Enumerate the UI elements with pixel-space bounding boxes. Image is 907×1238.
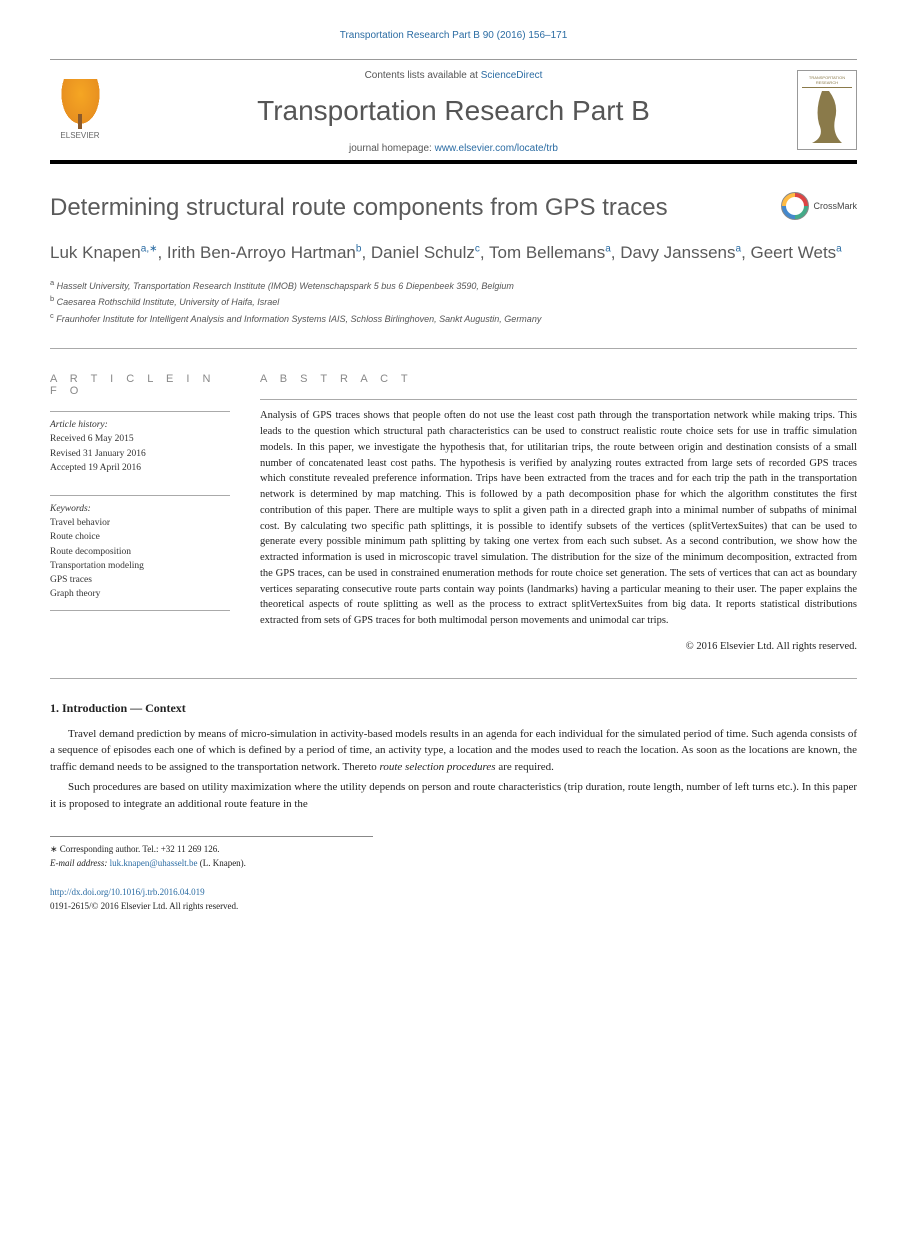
journal-cover-thumbnail: TRANSPORTATION RESEARCH [797, 70, 857, 150]
crossmark-label: CrossMark [813, 201, 857, 211]
article-history-block: Article history: Received 6 May 2015Revi… [50, 411, 230, 475]
journal-title: Transportation Research Part B [120, 95, 787, 127]
keyword-item: Graph theory [50, 587, 230, 601]
keyword-item: Route decomposition [50, 545, 230, 559]
article-info-heading: A R T I C L E I N F O [50, 373, 230, 397]
homepage-link[interactable]: www.elsevier.com/locate/trb [435, 143, 558, 154]
journal-reference: Transportation Research Part B 90 (2016)… [50, 30, 857, 41]
section-1-heading: 1. Introduction — Context [50, 678, 857, 716]
keywords-block: Keywords: Travel behaviorRoute choiceRou… [50, 495, 230, 611]
affiliations-list: a Hasselt University, Transportation Res… [50, 277, 857, 327]
journal-cover-title: TRANSPORTATION RESEARCH [802, 75, 852, 88]
footer-block: http://dx.doi.org/10.1016/j.trb.2016.04.… [50, 886, 857, 913]
keyword-item: Travel behavior [50, 516, 230, 530]
email-author-name: (L. Knapen). [197, 858, 245, 868]
email-line: E-mail address: luk.knapen@uhasselt.be (… [50, 857, 373, 871]
affiliation-item: b Caesarea Rothschild Institute, Univers… [50, 293, 857, 310]
keyword-item: Transportation modeling [50, 559, 230, 573]
elsevier-tree-icon [58, 79, 103, 129]
abstract-heading: A B S T R A C T [260, 373, 857, 385]
homepage-prefix: journal homepage: [349, 143, 435, 154]
crossmark-badge[interactable]: CrossMark [781, 192, 857, 220]
contents-prefix: Contents lists available at [365, 70, 481, 81]
article-info-column: A R T I C L E I N F O Article history: R… [50, 373, 230, 652]
email-label: E-mail address: [50, 858, 110, 868]
keywords-label: Keywords: [50, 504, 230, 514]
keyword-item: Route choice [50, 530, 230, 544]
elsevier-logo: ELSEVIER [50, 70, 110, 140]
affiliation-item: a Hasselt University, Transportation Res… [50, 277, 857, 294]
history-label: Article history: [50, 420, 230, 430]
abstract-text: Analysis of GPS traces shows that people… [260, 399, 857, 629]
footnotes-block: ∗ Corresponding author. Tel.: +32 11 269… [50, 836, 373, 870]
sciencedirect-link[interactable]: ScienceDirect [481, 70, 543, 81]
crossmark-icon [781, 192, 809, 220]
authors-list: Luk Knapena,∗, Irith Ben-Arroyo Hartmanb… [50, 241, 857, 265]
homepage-line: journal homepage: www.elsevier.com/locat… [120, 143, 787, 154]
journal-cover-image [802, 88, 852, 145]
body-paragraph: Travel demand prediction by means of mic… [50, 726, 857, 776]
masthead: ELSEVIER Contents lists available at Sci… [50, 59, 857, 164]
author-email-link[interactable]: luk.knapen@uhasselt.be [110, 858, 198, 868]
road-icon [807, 89, 847, 144]
abstract-copyright: © 2016 Elsevier Ltd. All rights reserved… [260, 641, 857, 652]
affiliation-item: c Fraunhofer Institute for Intelligent A… [50, 310, 857, 327]
history-item: Accepted 19 April 2016 [50, 461, 230, 475]
abstract-column: A B S T R A C T Analysis of GPS traces s… [260, 373, 857, 652]
keyword-item: GPS traces [50, 573, 230, 587]
history-item: Received 6 May 2015 [50, 432, 230, 446]
contents-available-line: Contents lists available at ScienceDirec… [120, 70, 787, 81]
corresponding-author-note: ∗ Corresponding author. Tel.: +32 11 269… [50, 843, 373, 857]
elsevier-label: ELSEVIER [60, 131, 99, 140]
doi-link[interactable]: http://dx.doi.org/10.1016/j.trb.2016.04.… [50, 887, 205, 897]
issn-copyright-line: 0191-2615/© 2016 Elsevier Ltd. All right… [50, 900, 857, 914]
history-item: Revised 31 January 2016 [50, 447, 230, 461]
body-paragraph: Such procedures are based on utility max… [50, 779, 857, 812]
article-title: Determining structural route components … [50, 192, 668, 223]
